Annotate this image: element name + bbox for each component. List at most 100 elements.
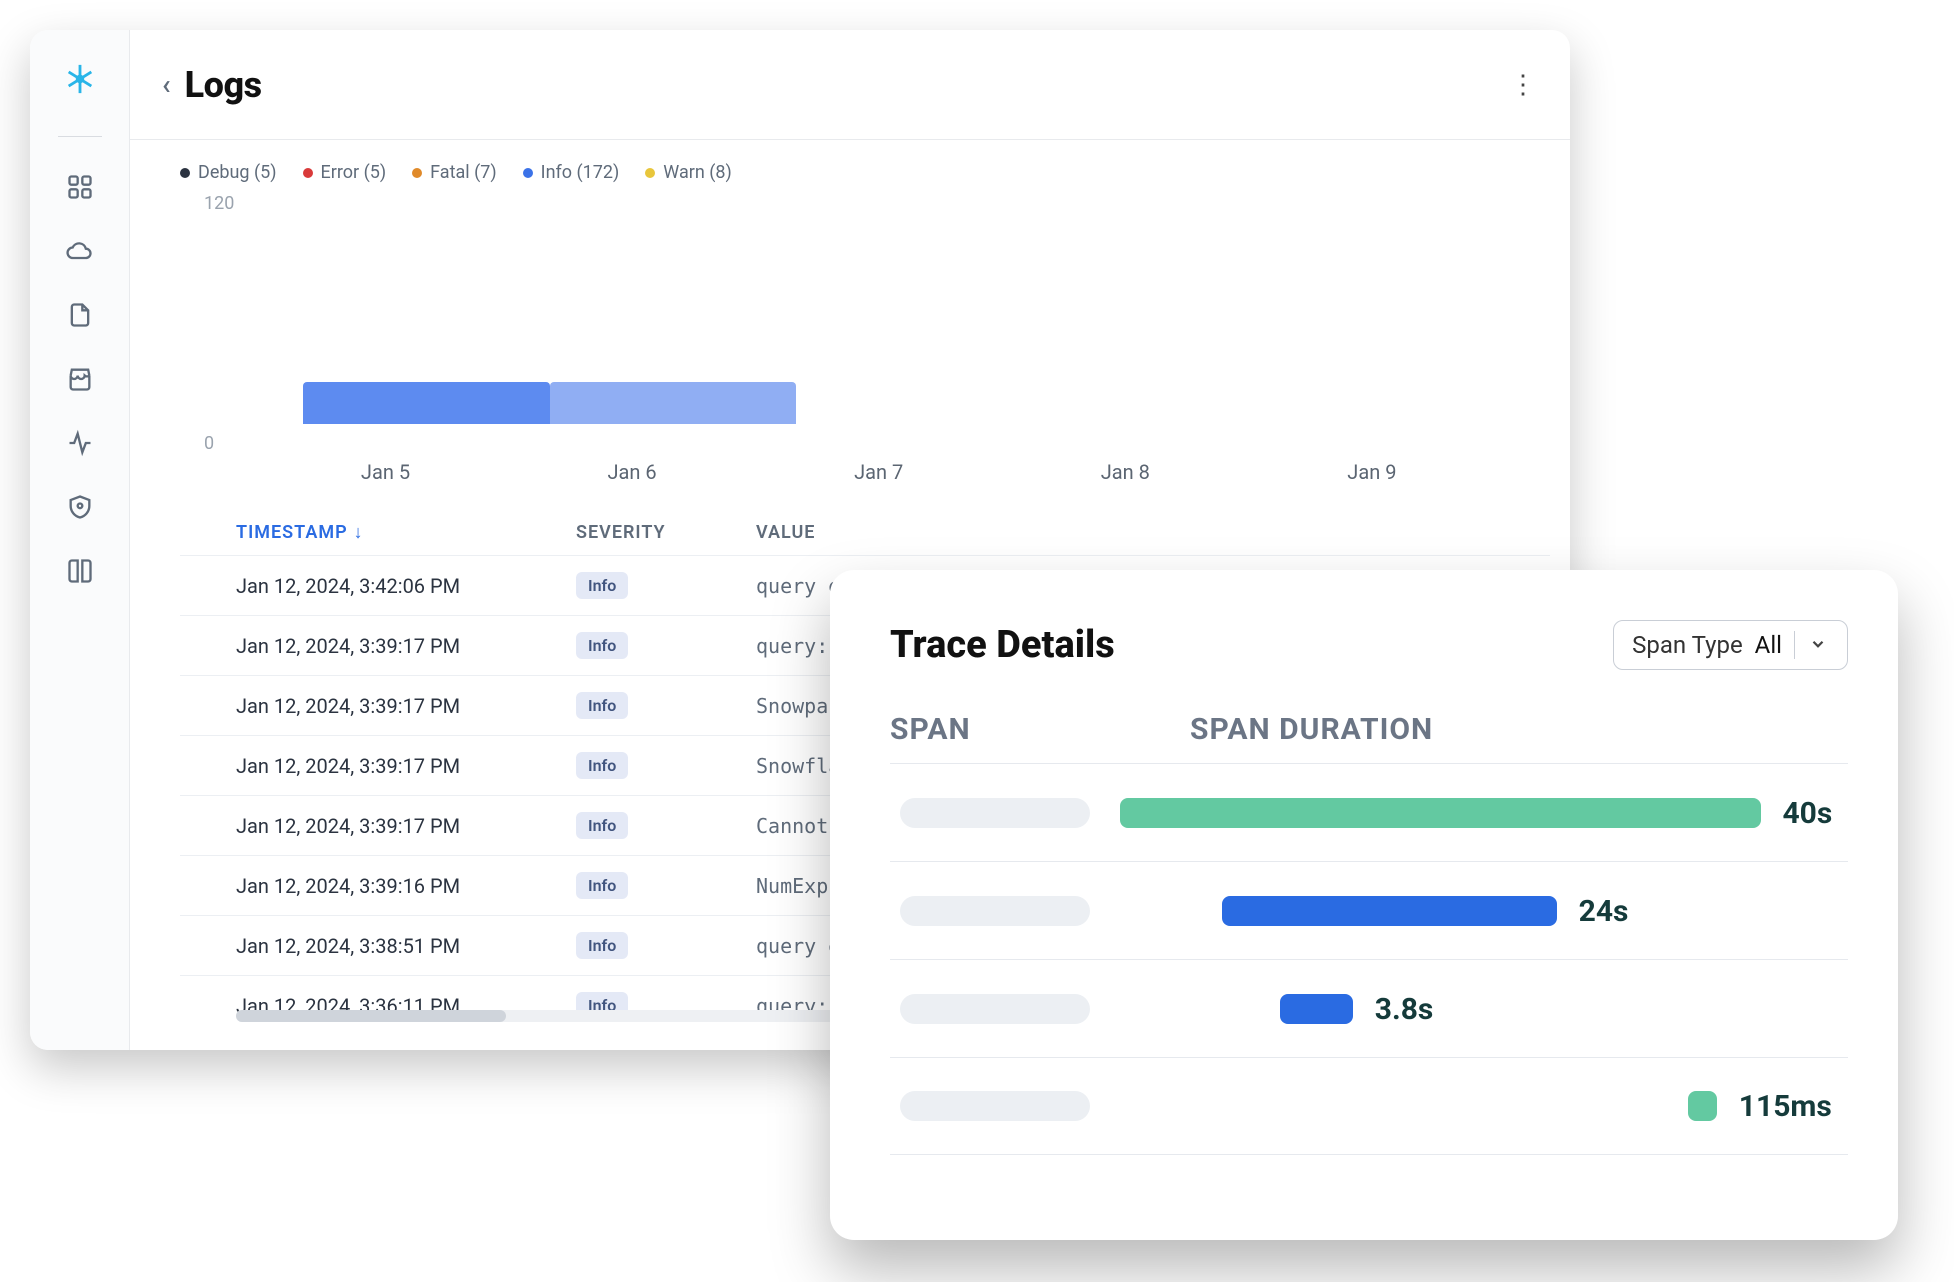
col-value[interactable]: VALUE xyxy=(756,522,1494,543)
apps-icon[interactable] xyxy=(66,173,94,201)
chart-bar[interactable] xyxy=(303,382,550,424)
cell-severity: Info xyxy=(576,812,756,839)
legend-label: Fatal (7) xyxy=(430,162,497,183)
span-duration-bar xyxy=(1222,896,1557,926)
cell-severity: Info xyxy=(576,692,756,719)
shield-icon[interactable] xyxy=(66,493,94,521)
span-duration-track: 115ms xyxy=(1120,1091,1848,1121)
page-title: Logs xyxy=(185,64,262,106)
span-duration-label: 3.8s xyxy=(1375,992,1434,1027)
chart-bars: 0 xyxy=(180,224,1550,454)
chart-y-max: 120 xyxy=(180,191,1550,214)
x-tick: Jan 6 xyxy=(608,460,657,484)
table-header: TIMESTAMP ↓ SEVERITY VALUE xyxy=(180,518,1550,555)
trace-title: Trace Details xyxy=(890,623,1115,667)
severity-badge: Info xyxy=(576,812,628,839)
store-icon[interactable] xyxy=(66,365,94,393)
sort-desc-icon: ↓ xyxy=(354,522,364,543)
severity-badge: Info xyxy=(576,692,628,719)
span-duration-bar xyxy=(1280,994,1353,1024)
chart-bar[interactable] xyxy=(550,382,797,424)
logs-header: ‹ Logs ⋮ xyxy=(130,30,1570,140)
span-name-placeholder xyxy=(900,1091,1090,1121)
severity-badge: Info xyxy=(576,932,628,959)
severity-badge: Info xyxy=(576,872,628,899)
legend-label: Info (172) xyxy=(541,162,620,183)
snowflake-logo-icon xyxy=(63,62,97,100)
legend-label: Debug (5) xyxy=(198,162,277,183)
sidebar-divider xyxy=(58,136,102,137)
x-tick: Jan 8 xyxy=(1101,460,1150,484)
chart-zero-label: 0 xyxy=(204,433,214,454)
chevron-down-icon xyxy=(1794,631,1841,659)
trace-header: Trace Details Span Type All xyxy=(890,620,1848,670)
logs-chart: Debug (5) Error (5) Fatal (7) Info (172) War… xyxy=(180,150,1550,510)
cell-timestamp: Jan 12, 2024, 3:39:17 PM xyxy=(236,694,576,718)
cell-severity: Info xyxy=(576,572,756,599)
legend-label: Error (5) xyxy=(321,162,387,183)
cell-severity: Info xyxy=(576,752,756,779)
severity-badge: Info xyxy=(576,632,628,659)
trace-details-card: Trace Details Span Type All SPAN SPAN DU… xyxy=(830,570,1898,1240)
sidebar xyxy=(30,30,130,1050)
span-type-select[interactable]: Span Type All xyxy=(1613,620,1848,670)
col-timestamp[interactable]: TIMESTAMP ↓ xyxy=(236,522,576,543)
span-duration-label: 115ms xyxy=(1739,1089,1832,1124)
span-duration-track: 24s xyxy=(1120,896,1848,926)
span-name-placeholder xyxy=(900,798,1090,828)
legend-label: Warn (8) xyxy=(663,162,732,183)
trace-row[interactable]: 115ms xyxy=(890,1057,1848,1155)
span-duration-bar xyxy=(1120,798,1761,828)
x-tick: Jan 5 xyxy=(361,460,410,484)
col-severity[interactable]: SEVERITY xyxy=(576,522,756,543)
legend-item[interactable]: Info (172) xyxy=(523,162,620,183)
cell-severity: Info xyxy=(576,632,756,659)
legend-item[interactable]: Debug (5) xyxy=(180,162,277,183)
cell-timestamp: Jan 12, 2024, 3:39:17 PM xyxy=(236,634,576,658)
legend-dot-icon xyxy=(523,168,533,178)
more-menu-icon[interactable]: ⋮ xyxy=(1510,70,1538,100)
col-span: SPAN xyxy=(890,712,1190,747)
x-tick: Jan 7 xyxy=(854,460,903,484)
legend-item[interactable]: Fatal (7) xyxy=(412,162,497,183)
legend-dot-icon xyxy=(412,168,422,178)
activity-icon[interactable] xyxy=(66,429,94,457)
span-duration-label: 24s xyxy=(1579,894,1629,929)
trace-row[interactable]: 3.8s xyxy=(890,959,1848,1057)
legend-dot-icon xyxy=(180,168,190,178)
back-chevron-icon[interactable]: ‹ xyxy=(162,68,171,101)
trace-row[interactable]: 24s xyxy=(890,861,1848,959)
span-duration-track: 3.8s xyxy=(1120,994,1848,1024)
file-icon[interactable] xyxy=(66,301,94,329)
span-type-value: All xyxy=(1755,631,1782,659)
legend-item[interactable]: Error (5) xyxy=(303,162,387,183)
trace-row[interactable]: 40s xyxy=(890,763,1848,861)
cell-severity: Info xyxy=(576,872,756,899)
h-scrollbar-thumb[interactable] xyxy=(236,1010,506,1022)
severity-badge: Info xyxy=(576,752,628,779)
span-duration-track: 40s xyxy=(1120,798,1848,828)
legend-dot-icon xyxy=(645,168,655,178)
span-type-label: Span Type xyxy=(1632,631,1743,659)
span-duration-bar xyxy=(1688,1091,1717,1121)
x-tick: Jan 9 xyxy=(1347,460,1396,484)
cell-timestamp: Jan 12, 2024, 3:42:06 PM xyxy=(236,574,576,598)
chart-x-axis: Jan 5 Jan 6 Jan 7 Jan 8 Jan 9 xyxy=(180,454,1550,484)
col-span-duration: SPAN DURATION xyxy=(1190,712,1848,747)
cell-severity: Info xyxy=(576,932,756,959)
span-duration-label: 40s xyxy=(1782,796,1832,831)
severity-badge: Info xyxy=(576,572,628,599)
span-name-placeholder xyxy=(900,994,1090,1024)
cell-timestamp: Jan 12, 2024, 3:39:16 PM xyxy=(236,874,576,898)
cloud-icon[interactable] xyxy=(66,237,94,265)
cell-timestamp: Jan 12, 2024, 3:39:17 PM xyxy=(236,754,576,778)
legend-item[interactable]: Warn (8) xyxy=(645,162,732,183)
legend-dot-icon xyxy=(303,168,313,178)
book-icon[interactable] xyxy=(66,557,94,585)
trace-rows: 40s 24s 3.8s 115ms xyxy=(890,763,1848,1155)
cell-timestamp: Jan 12, 2024, 3:38:51 PM xyxy=(236,934,576,958)
chart-legend: Debug (5) Error (5) Fatal (7) Info (172) War… xyxy=(180,150,1550,191)
col-timestamp-label: TIMESTAMP xyxy=(236,522,348,543)
trace-columns: SPAN SPAN DURATION xyxy=(890,712,1848,747)
span-name-placeholder xyxy=(900,896,1090,926)
